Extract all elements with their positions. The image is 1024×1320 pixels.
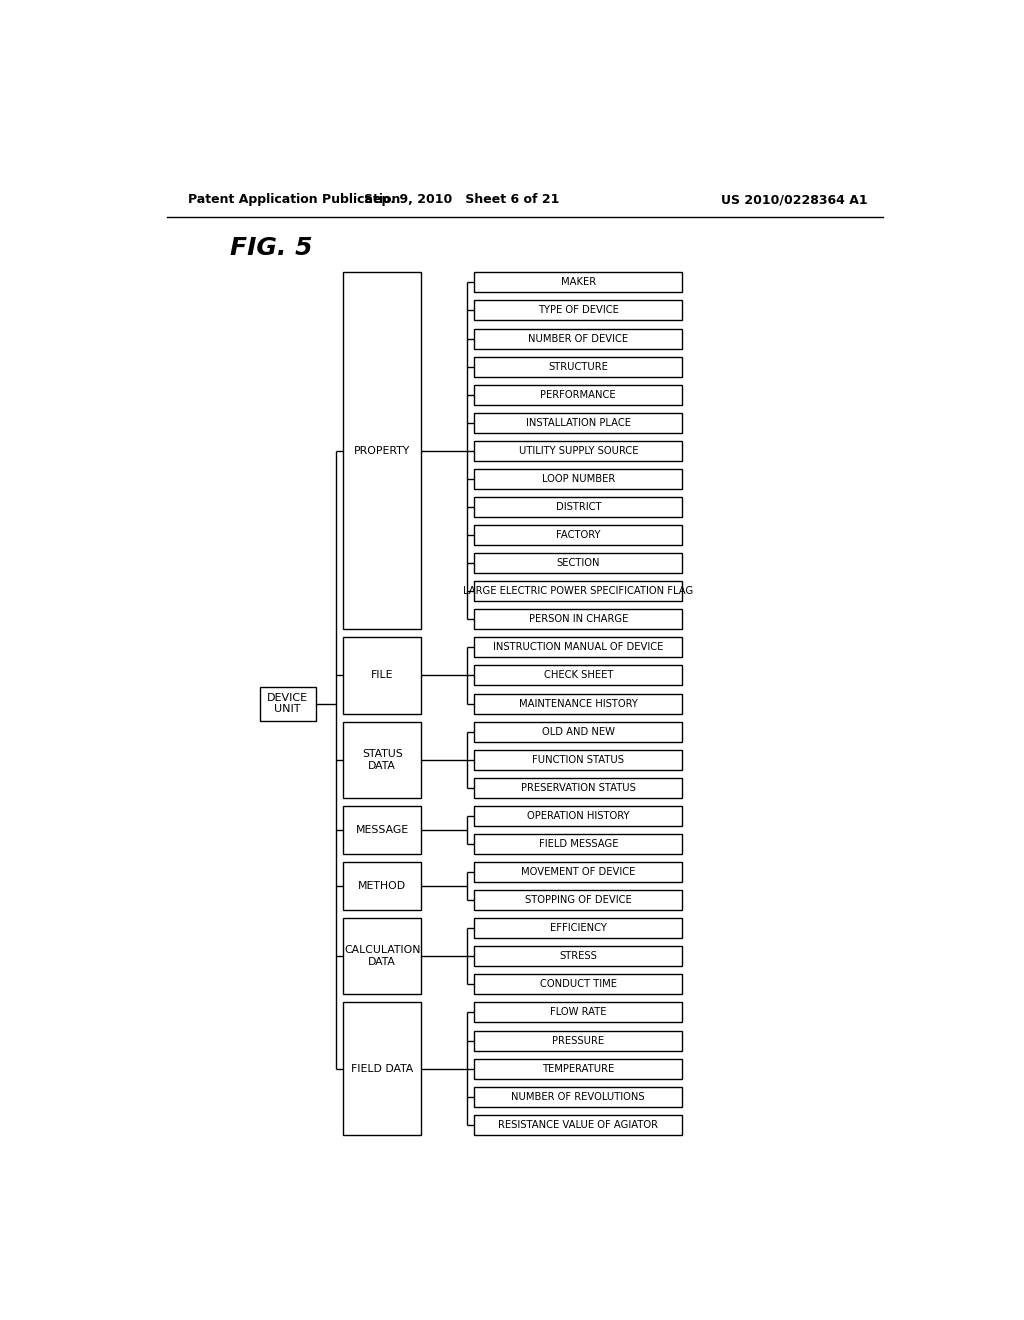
Text: PRESERVATION STATUS: PRESERVATION STATUS [521, 783, 636, 793]
FancyBboxPatch shape [474, 974, 682, 994]
FancyBboxPatch shape [474, 638, 682, 657]
FancyBboxPatch shape [474, 1002, 682, 1023]
Text: PRESSURE: PRESSURE [552, 1035, 604, 1045]
FancyBboxPatch shape [474, 750, 682, 770]
Text: FIELD DATA: FIELD DATA [351, 1064, 414, 1073]
Text: OPERATION HISTORY: OPERATION HISTORY [527, 810, 630, 821]
Text: FIG. 5: FIG. 5 [230, 236, 312, 260]
Text: PROPERTY: PROPERTY [354, 446, 411, 455]
Text: FUNCTION STATUS: FUNCTION STATUS [532, 755, 625, 764]
FancyBboxPatch shape [474, 498, 682, 517]
Text: INSTALLATION PLACE: INSTALLATION PLACE [525, 417, 631, 428]
FancyBboxPatch shape [343, 1002, 421, 1135]
Text: STATUS
DATA: STATUS DATA [361, 748, 402, 771]
FancyBboxPatch shape [474, 1086, 682, 1106]
FancyBboxPatch shape [474, 777, 682, 797]
FancyBboxPatch shape [474, 441, 682, 461]
FancyBboxPatch shape [474, 553, 682, 573]
Text: OLD AND NEW: OLD AND NEW [542, 726, 614, 737]
Text: SECTION: SECTION [556, 558, 600, 568]
Text: CONDUCT TIME: CONDUCT TIME [540, 979, 616, 990]
Text: FILE: FILE [371, 671, 393, 681]
FancyBboxPatch shape [474, 301, 682, 321]
FancyBboxPatch shape [474, 834, 682, 854]
Text: STRUCTURE: STRUCTURE [548, 362, 608, 372]
Text: CHECK SHEET: CHECK SHEET [544, 671, 613, 681]
FancyBboxPatch shape [343, 862, 421, 909]
FancyBboxPatch shape [474, 581, 682, 601]
Text: STOPPING OF DEVICE: STOPPING OF DEVICE [525, 895, 632, 906]
FancyBboxPatch shape [474, 272, 682, 293]
FancyBboxPatch shape [474, 525, 682, 545]
Text: FACTORY: FACTORY [556, 531, 600, 540]
Text: LARGE ELECTRIC POWER SPECIFICATION FLAG: LARGE ELECTRIC POWER SPECIFICATION FLAG [463, 586, 693, 597]
Text: PERFORMANCE: PERFORMANCE [541, 389, 616, 400]
FancyBboxPatch shape [343, 272, 421, 630]
FancyBboxPatch shape [343, 807, 421, 854]
FancyBboxPatch shape [474, 1114, 682, 1135]
FancyBboxPatch shape [474, 1031, 682, 1051]
Text: MOVEMENT OF DEVICE: MOVEMENT OF DEVICE [521, 867, 636, 876]
FancyBboxPatch shape [474, 665, 682, 685]
FancyBboxPatch shape [474, 890, 682, 909]
FancyBboxPatch shape [474, 413, 682, 433]
Text: NUMBER OF DEVICE: NUMBER OF DEVICE [528, 334, 629, 343]
Text: FLOW RATE: FLOW RATE [550, 1007, 606, 1018]
FancyBboxPatch shape [474, 946, 682, 966]
Text: PERSON IN CHARGE: PERSON IN CHARGE [528, 614, 628, 624]
Text: TEMPERATURE: TEMPERATURE [542, 1064, 614, 1073]
Text: UTILITY SUPPLY SOURCE: UTILITY SUPPLY SOURCE [518, 446, 638, 455]
FancyBboxPatch shape [474, 919, 682, 939]
FancyBboxPatch shape [260, 686, 315, 721]
Text: Patent Application Publication: Patent Application Publication [188, 194, 400, 206]
Text: EFFICIENCY: EFFICIENCY [550, 923, 606, 933]
FancyBboxPatch shape [474, 384, 682, 405]
FancyBboxPatch shape [474, 610, 682, 630]
Text: RESISTANCE VALUE OF AGIATOR: RESISTANCE VALUE OF AGIATOR [499, 1119, 658, 1130]
FancyBboxPatch shape [343, 722, 421, 797]
Text: US 2010/0228364 A1: US 2010/0228364 A1 [721, 194, 867, 206]
FancyBboxPatch shape [343, 919, 421, 994]
Text: DISTRICT: DISTRICT [556, 502, 601, 512]
Text: MAINTENANCE HISTORY: MAINTENANCE HISTORY [519, 698, 638, 709]
FancyBboxPatch shape [474, 329, 682, 348]
Text: CALCULATION
DATA: CALCULATION DATA [344, 945, 421, 968]
Text: MAKER: MAKER [561, 277, 596, 288]
FancyBboxPatch shape [474, 862, 682, 882]
Text: INSTRUCTION MANUAL OF DEVICE: INSTRUCTION MANUAL OF DEVICE [494, 643, 664, 652]
Text: MESSAGE: MESSAGE [355, 825, 409, 836]
Text: STRESS: STRESS [559, 952, 597, 961]
FancyBboxPatch shape [474, 722, 682, 742]
Text: METHOD: METHOD [358, 880, 407, 891]
Text: Sep. 9, 2010   Sheet 6 of 21: Sep. 9, 2010 Sheet 6 of 21 [364, 194, 559, 206]
FancyBboxPatch shape [474, 807, 682, 826]
Text: LOOP NUMBER: LOOP NUMBER [542, 474, 614, 484]
FancyBboxPatch shape [474, 693, 682, 714]
Text: FIELD MESSAGE: FIELD MESSAGE [539, 840, 618, 849]
Text: NUMBER OF REVOLUTIONS: NUMBER OF REVOLUTIONS [511, 1092, 645, 1102]
FancyBboxPatch shape [343, 638, 421, 714]
Text: DEVICE
UNIT: DEVICE UNIT [267, 693, 308, 714]
FancyBboxPatch shape [474, 356, 682, 376]
FancyBboxPatch shape [474, 1059, 682, 1078]
FancyBboxPatch shape [474, 469, 682, 488]
Text: TYPE OF DEVICE: TYPE OF DEVICE [538, 305, 618, 315]
